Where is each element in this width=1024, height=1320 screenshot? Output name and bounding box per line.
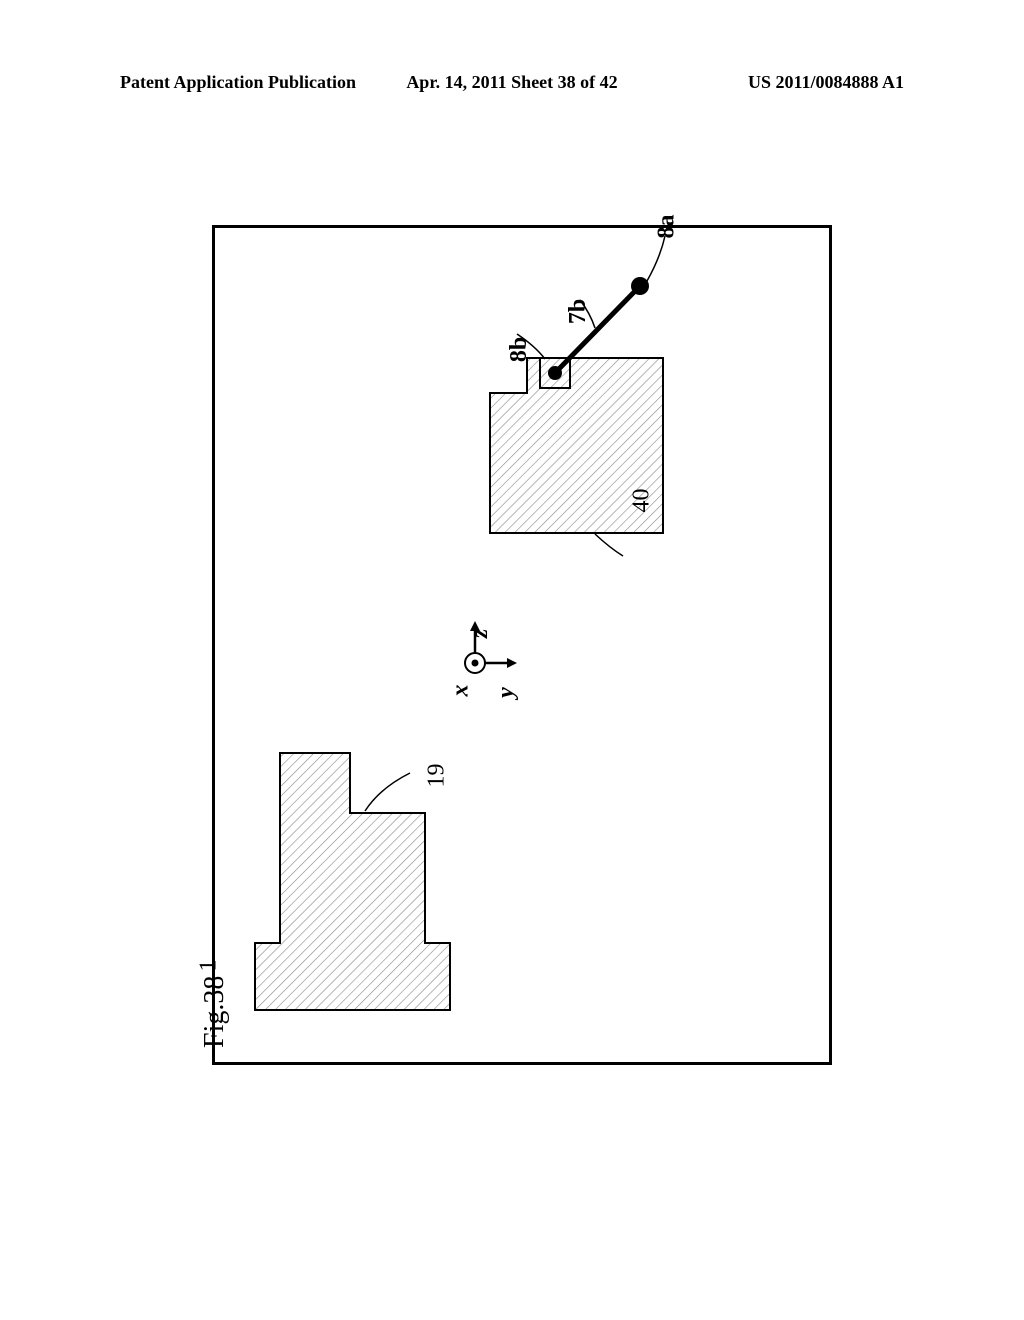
annotation-8a: 8a bbox=[654, 215, 681, 239]
axis-z-label: z bbox=[467, 629, 494, 638]
annotation-8b: 8b bbox=[506, 337, 533, 362]
shape-19 bbox=[255, 753, 450, 1010]
leader-40 bbox=[595, 534, 623, 556]
axis-x-label: x bbox=[448, 685, 475, 697]
feed-point-8a bbox=[631, 277, 649, 295]
annotation-8a-text: 8a bbox=[654, 215, 680, 239]
leader-8a bbox=[647, 236, 665, 281]
annotation-19-text: 19 bbox=[424, 764, 450, 788]
header-right: US 2011/0084888 A1 bbox=[643, 72, 904, 93]
feed-point-8b bbox=[548, 366, 562, 380]
leader-19 bbox=[365, 773, 410, 811]
annotation-7b-text: 7b bbox=[565, 299, 591, 324]
annotation-19: 19 bbox=[424, 764, 451, 788]
header-left: Patent Application Publication bbox=[120, 72, 381, 93]
axis-z-text: z bbox=[467, 629, 493, 638]
page-header: Patent Application Publication Apr. 14, … bbox=[0, 72, 1024, 93]
annotation-40: 40 bbox=[629, 489, 656, 513]
annotation-1: 1 bbox=[196, 960, 223, 972]
annotation-8b-text: 8b bbox=[506, 337, 532, 362]
axis-y-label: y bbox=[493, 687, 520, 698]
axis-y-text: y bbox=[493, 687, 519, 698]
header-center: Apr. 14, 2011 Sheet 38 of 42 bbox=[381, 72, 642, 93]
annotation-1-text: 1 bbox=[196, 960, 222, 972]
annotation-40-text: 40 bbox=[629, 489, 655, 513]
axis-x-text: x bbox=[448, 685, 474, 697]
annotation-7b: 7b bbox=[565, 299, 592, 324]
